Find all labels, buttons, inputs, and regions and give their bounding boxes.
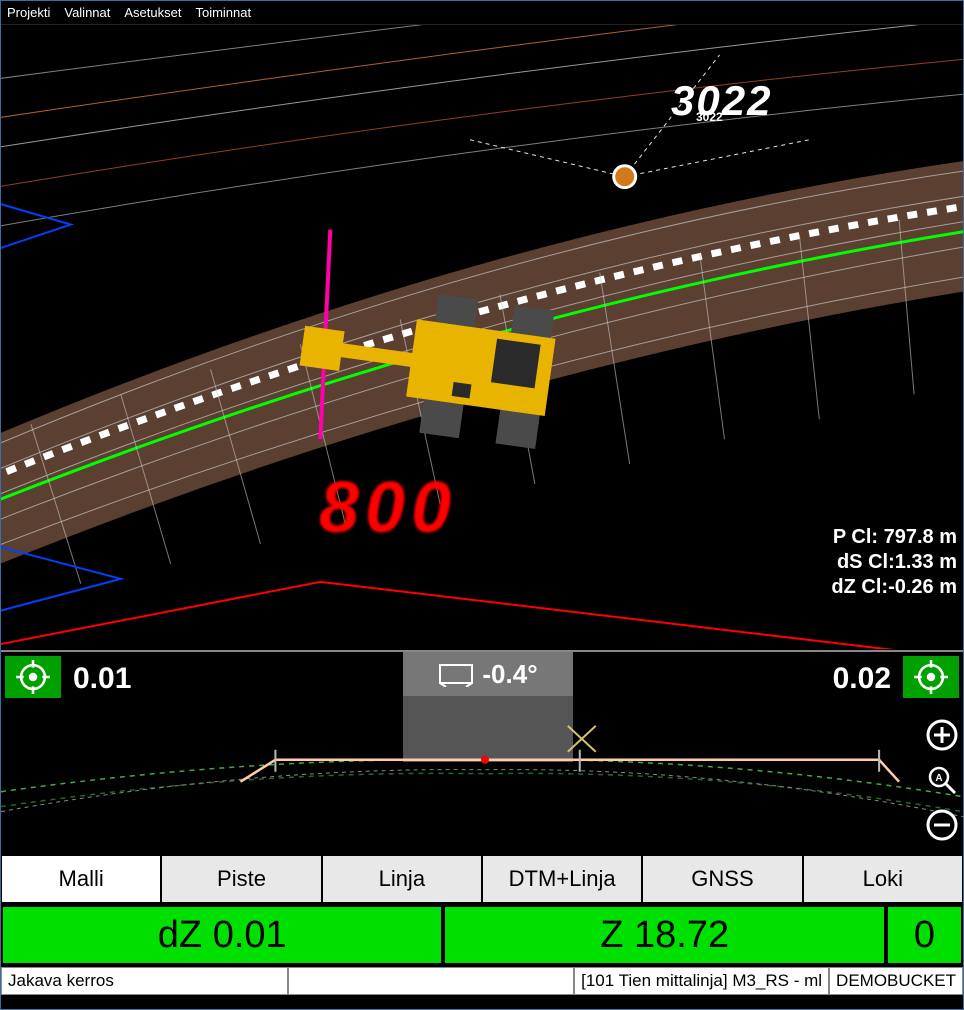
status-alignment: [101 Tien mittalinja] M3_RS - ml: [574, 967, 829, 995]
menu-toiminnat[interactable]: Toiminnat: [195, 5, 251, 20]
survey-point-icon: [614, 166, 636, 188]
cl-ds: dS Cl:1.33 m: [831, 550, 957, 575]
svg-text:A: A: [935, 773, 942, 784]
tab-linja[interactable]: Linja: [322, 855, 482, 903]
menu-asetukset[interactable]: Asetukset: [124, 5, 181, 20]
menu-bar: Projekti Valinnat Asetukset Toiminnat: [1, 1, 963, 25]
chainage-display: 800: [319, 467, 457, 549]
dz-value[interactable]: dZ 0.01: [3, 907, 441, 963]
zoom-controls: A: [925, 718, 959, 849]
tab-dtm-linja[interactable]: DTM+Linja: [482, 855, 642, 903]
zoom-auto-button[interactable]: A: [927, 765, 957, 802]
status-bucket: DEMOBUCKET: [829, 967, 963, 995]
centerline-info: P Cl: 797.8 m dS Cl:1.33 m dZ Cl:-0.26 m: [831, 525, 957, 600]
tab-malli[interactable]: Malli: [1, 855, 161, 903]
zoom-in-button[interactable]: [925, 718, 959, 759]
cross-section-svg: [1, 652, 963, 857]
zoom-out-button[interactable]: [925, 808, 959, 849]
count-value[interactable]: 0: [888, 907, 961, 963]
data-bar: dZ 0.01 Z 18.72 0: [1, 903, 963, 967]
cl-p: P Cl: 797.8 m: [831, 525, 957, 550]
plan-view[interactable]: 3022 3022 800 P Cl: 797.8 m dS Cl:1.33 m…: [1, 25, 963, 650]
status-spacer: [288, 967, 575, 995]
station-label-small: 3022: [696, 110, 723, 124]
status-layer: Jakava kerros: [1, 967, 288, 995]
menu-valinnat[interactable]: Valinnat: [64, 5, 110, 20]
menu-projekti[interactable]: Projekti: [7, 5, 50, 20]
tab-piste[interactable]: Piste: [161, 855, 321, 903]
tab-loki[interactable]: Loki: [803, 855, 963, 903]
cl-dz: dZ Cl:-0.26 m: [831, 575, 957, 600]
tab-gnss[interactable]: GNSS: [642, 855, 802, 903]
z-value[interactable]: Z 18.72: [445, 907, 883, 963]
tab-bar: Malli Piste Linja DTM+Linja GNSS Loki: [1, 855, 963, 903]
status-bar: Jakava kerros [101 Tien mittalinja] M3_R…: [1, 967, 963, 995]
cross-section-view[interactable]: 0.01 0.02 -0.4°: [1, 650, 963, 855]
